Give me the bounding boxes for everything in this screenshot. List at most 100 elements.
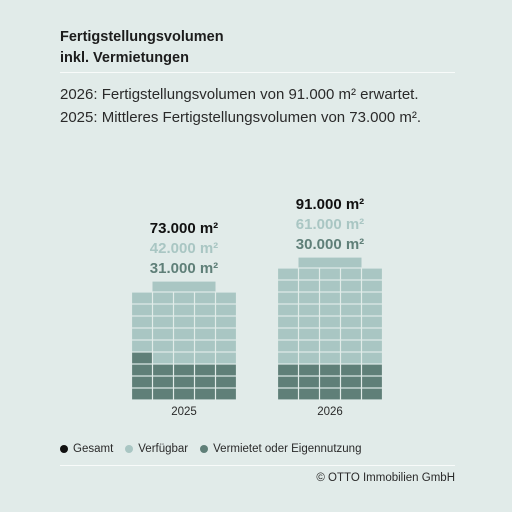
building-cell [153, 292, 173, 304]
building-cell [216, 304, 236, 316]
building-cell [299, 340, 319, 352]
building-cell [320, 364, 340, 376]
building-cell [362, 328, 382, 340]
building-cell [174, 364, 194, 376]
building-cell [320, 292, 340, 304]
building-cell [132, 328, 152, 340]
building-cell [362, 316, 382, 328]
building-cell [278, 352, 298, 364]
building-cell [216, 352, 236, 364]
building-cell [299, 268, 319, 280]
building-cell [174, 388, 194, 400]
value-label: 73.000 m² [150, 220, 218, 237]
building-cell [341, 304, 361, 316]
building-cell [195, 388, 215, 400]
value-label: 42.000 m² [150, 240, 218, 257]
building-cell [153, 316, 173, 328]
building-cell [153, 340, 173, 352]
building-cell [174, 304, 194, 316]
copyright-credit: © OTTO Immobilien GmbH [316, 472, 455, 484]
building-cell [153, 388, 173, 400]
chart-title-line1: Fertigstellungsvolumen [60, 29, 224, 45]
building-cell [195, 364, 215, 376]
value-label: 30.000 m² [296, 236, 364, 253]
building-cell [299, 388, 319, 400]
building-cell [216, 376, 236, 388]
building-cell [362, 352, 382, 364]
legend-label-rented: Vermietet oder Eigennutzung [213, 443, 362, 455]
building-cell [320, 328, 340, 340]
building-cell [216, 340, 236, 352]
building-cell [320, 340, 340, 352]
legend-item-available: Verfügbar [125, 443, 188, 455]
building-cell [174, 376, 194, 388]
building-cell [153, 364, 173, 376]
building-cell [320, 352, 340, 364]
building-roof [298, 257, 362, 268]
building-cell [132, 316, 152, 328]
legend-swatch-rented [200, 445, 209, 453]
building-cell [278, 388, 298, 400]
divider-top [60, 72, 455, 73]
building-cell [341, 388, 361, 400]
building-cell [278, 304, 298, 316]
building-cell [216, 292, 236, 304]
building-cell [278, 280, 298, 292]
legend-swatch-available [125, 445, 134, 453]
building-cell [341, 280, 361, 292]
building-cell [362, 376, 382, 388]
year-label: 2025 [171, 406, 197, 418]
building-cell [174, 292, 194, 304]
building-cell [278, 376, 298, 388]
building-cell [299, 328, 319, 340]
building-cell [299, 376, 319, 388]
year-label: 2026 [317, 406, 343, 418]
building-cell [362, 364, 382, 376]
legend-item-rented: Vermietet oder Eigennutzung [200, 443, 361, 455]
building-cell [195, 328, 215, 340]
building-cell [299, 304, 319, 316]
building-cell [341, 292, 361, 304]
building-cell [174, 340, 194, 352]
building-cell [132, 292, 152, 304]
building-cell [195, 352, 215, 364]
building-cell [362, 268, 382, 280]
legend-item-total: Gesamt [60, 443, 113, 455]
building-cell [195, 292, 215, 304]
building-cell [278, 316, 298, 328]
building-cell [341, 340, 361, 352]
building-cell [216, 316, 236, 328]
building-cell [320, 280, 340, 292]
building-cell [362, 280, 382, 292]
subtitle-line1: 2026: Fertigstellungsvolumen von 91.000 … [60, 86, 419, 103]
building-cell [320, 316, 340, 328]
building-cell [299, 316, 319, 328]
building-cell [216, 388, 236, 400]
building-cell [320, 388, 340, 400]
value-label: 91.000 m² [296, 196, 364, 213]
building-roof [152, 281, 216, 292]
building-cell [174, 352, 194, 364]
building-cell [278, 340, 298, 352]
building-cell [132, 364, 152, 376]
chart-subtitle: 2026: Fertigstellungsvolumen von 91.000 … [60, 83, 460, 129]
legend-label-available: Verfügbar [138, 443, 189, 455]
building-cell [320, 304, 340, 316]
subtitle-line2: 2025: Mittleres Fertigstellungsvolumen v… [60, 109, 422, 126]
building-cell [216, 364, 236, 376]
building-cell [153, 376, 173, 388]
building-cell [132, 340, 152, 352]
building-cell [195, 340, 215, 352]
building-cell [153, 304, 173, 316]
building-cell [153, 352, 173, 364]
legend: Gesamt Verfügbar Vermietet oder Eigennut… [60, 443, 373, 455]
building-cell [341, 352, 361, 364]
building-cell [320, 376, 340, 388]
building-cell [320, 268, 340, 280]
building-cell [216, 328, 236, 340]
chart-title-line2: inkl. Vermietungen [60, 50, 189, 66]
legend-label-total: Gesamt [73, 443, 114, 455]
building-cell [299, 280, 319, 292]
building-cell [278, 268, 298, 280]
